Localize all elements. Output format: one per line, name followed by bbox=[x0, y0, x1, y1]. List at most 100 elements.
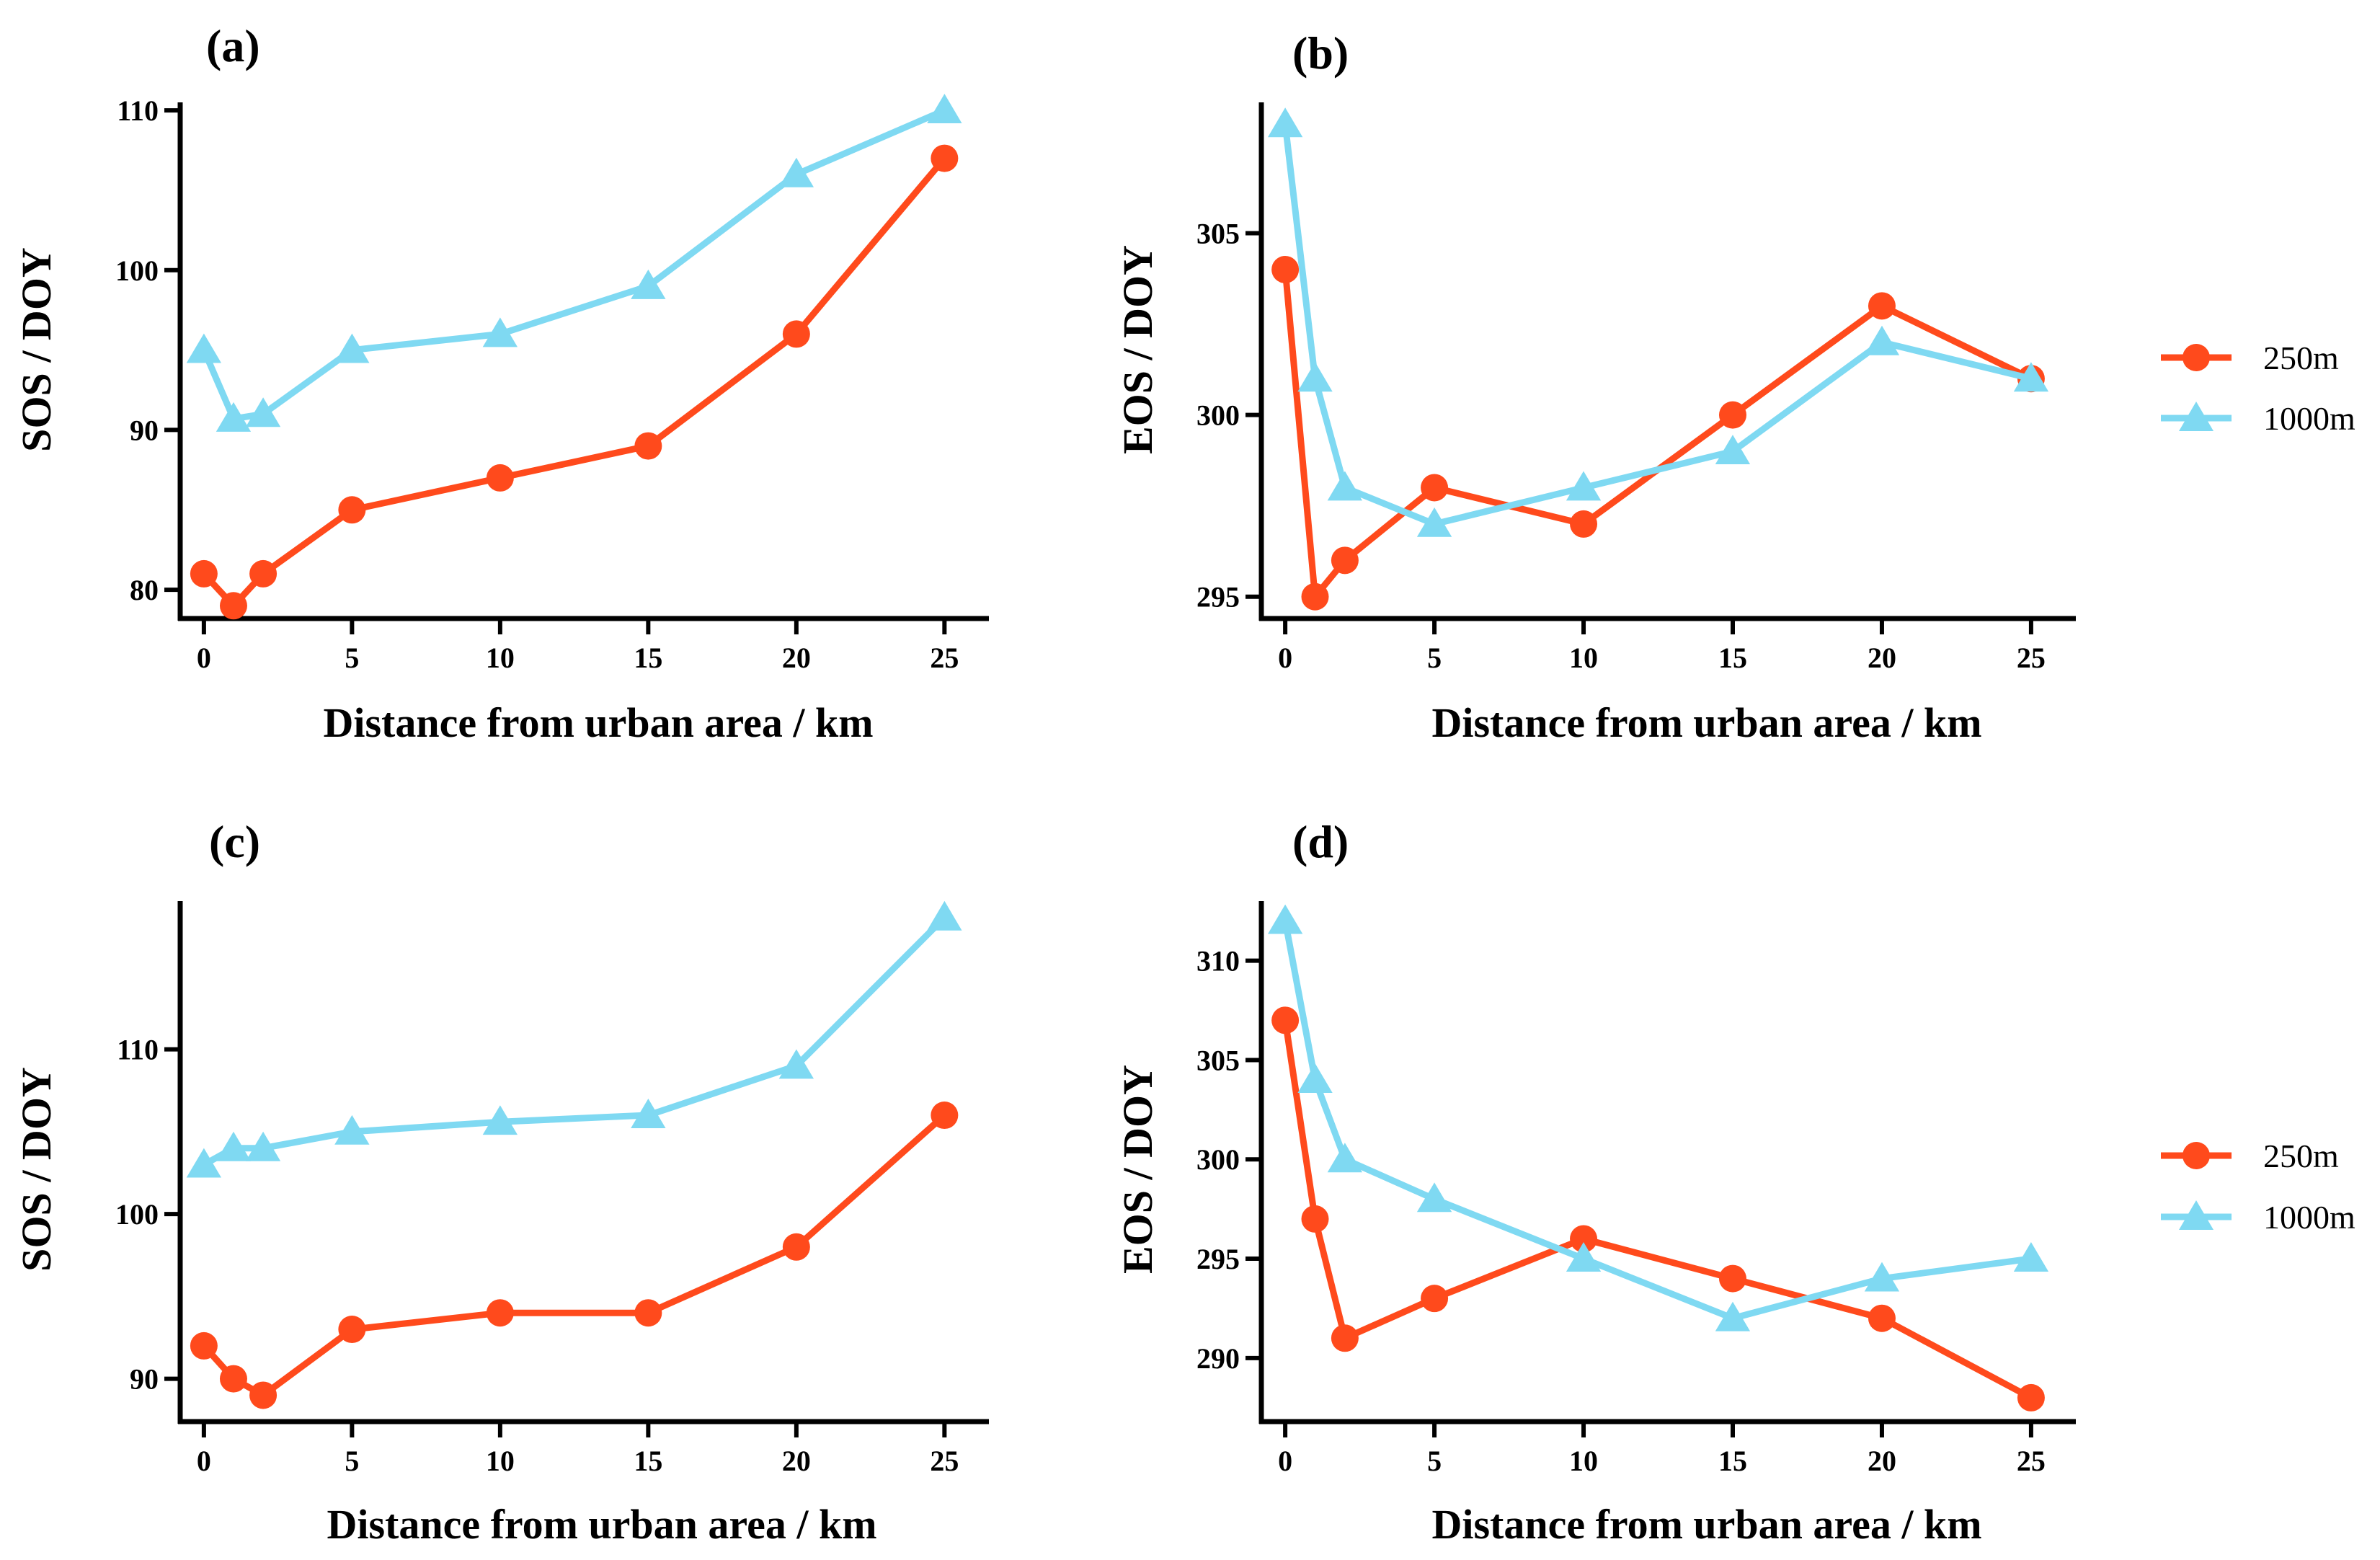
panel-c-x-title: Distance from urban area / km bbox=[327, 1501, 876, 1548]
panel-a-plot: 80 90 100 110 0 5 10 15 20 25 bbox=[115, 94, 989, 674]
panel-c-x-tick-label: 15 bbox=[634, 1445, 662, 1477]
panel-b-y-title: EOS / DOY bbox=[1114, 245, 1161, 454]
panel-c-x-tick-label: 20 bbox=[782, 1445, 811, 1477]
panel-a-x-tick-label: 5 bbox=[345, 642, 359, 674]
panel-d-point-1000m bbox=[1297, 1063, 1333, 1093]
panel-d-x-tick-label: 10 bbox=[1569, 1445, 1598, 1477]
panel-b-point-1000m bbox=[1327, 471, 1362, 501]
panel-a-y-title: SOS / DOY bbox=[13, 247, 60, 452]
panel-c-x-tick-label: 10 bbox=[486, 1445, 515, 1477]
legend-marker-1000m bbox=[2179, 402, 2214, 431]
panel-d-point-250m bbox=[1421, 1285, 1449, 1313]
panel-b-plot: 295 300 305 0 5 10 15 20 25 bbox=[1196, 102, 2076, 674]
panel-d-x-tick-label: 5 bbox=[1427, 1445, 1442, 1477]
panel-c-line-250m bbox=[201, 1112, 947, 1399]
panel-a-point-1000m bbox=[631, 269, 666, 299]
panel-d-y-tick-label: 310 bbox=[1196, 945, 1240, 978]
panel-d-point-1000m bbox=[1327, 1143, 1362, 1173]
legend-marker-250m bbox=[2183, 344, 2210, 371]
panel-d-point-1000m bbox=[1268, 904, 1303, 934]
panel-a-point-250m bbox=[249, 559, 277, 588]
panel-a-line-1000m bbox=[200, 107, 946, 422]
panel-d-point-250m bbox=[1868, 1304, 1896, 1332]
panel-d-x-tick-label: 25 bbox=[2017, 1445, 2046, 1477]
panel-c-point-250m bbox=[782, 1233, 810, 1261]
panel-a-point-1000m bbox=[778, 157, 814, 187]
panel-a-point-1000m bbox=[186, 333, 221, 363]
panel-b-point-1000m bbox=[1566, 471, 1602, 501]
panel-a-x-tick-label: 15 bbox=[634, 642, 662, 674]
panel-b-y-tick-label: 295 bbox=[1196, 581, 1240, 613]
panel-d: (d) EOS / DOY Distance from urban area /… bbox=[1114, 816, 2355, 1548]
panel-c-point-250m bbox=[219, 1365, 247, 1393]
panel-a-y-tick-label: 80 bbox=[130, 574, 159, 606]
panel-b-point-1000m bbox=[1297, 362, 1333, 392]
panel-a-y-tick-label: 100 bbox=[115, 254, 159, 287]
panel-b-x-tick-label: 25 bbox=[2017, 642, 2046, 674]
panel-b-point-250m bbox=[1331, 546, 1359, 575]
panel-c-line-1000m bbox=[202, 915, 947, 1168]
panel-a-point-250m bbox=[486, 464, 514, 492]
panel-a-point-250m bbox=[190, 559, 218, 588]
panel-b-legend: 250m 1000m bbox=[2161, 340, 2355, 437]
panel-c-y-tick-label: 100 bbox=[115, 1198, 159, 1231]
panel-c-x-tick-label: 5 bbox=[345, 1445, 359, 1477]
panel-b-point-250m bbox=[1421, 474, 1449, 502]
panel-a-point-250m bbox=[931, 144, 959, 172]
legend-label-1000m: 1000m bbox=[2263, 400, 2355, 437]
panel-a-point-250m bbox=[782, 320, 810, 348]
panel-b-point-250m bbox=[1868, 292, 1896, 320]
legend-label-1000m: 1000m bbox=[2263, 1199, 2355, 1236]
panel-b-point-250m bbox=[1570, 510, 1598, 538]
panel-a-point-1000m bbox=[334, 333, 370, 363]
panel-a-x-tick-label: 10 bbox=[486, 642, 515, 674]
panel-d-point-250m bbox=[1570, 1225, 1598, 1253]
panel-b-point-1000m bbox=[1268, 107, 1303, 138]
panel-b-x-tick-label: 0 bbox=[1278, 642, 1292, 674]
panel-a-point-1000m bbox=[245, 397, 281, 427]
panel-a-label: (a) bbox=[206, 20, 260, 71]
panel-a-point-250m bbox=[338, 496, 366, 524]
legend-marker-1000m bbox=[2179, 1200, 2214, 1230]
panel-a-point-250m bbox=[219, 592, 247, 620]
panel-a-x-tick-label: 0 bbox=[197, 642, 211, 674]
panel-c: (c) SOS / DOY Distance from urban area /… bbox=[13, 816, 989, 1548]
panel-c-point-1000m bbox=[186, 1148, 221, 1178]
panel-d-label: (d) bbox=[1292, 816, 1349, 867]
panel-b-line-250m bbox=[1282, 269, 2033, 600]
panel-b-line-1000m bbox=[1282, 123, 2032, 528]
panel-c-plot: 90 100 110 0 5 10 15 20 25 bbox=[115, 900, 989, 1477]
panel-d-legend: 250m 1000m bbox=[2161, 1138, 2355, 1236]
panel-c-y-title: SOS / DOY bbox=[13, 1067, 60, 1272]
panel-b-x-tick-label: 15 bbox=[1718, 642, 1747, 674]
panel-a-point-1000m bbox=[927, 94, 962, 123]
panel-b-x-tick-label: 20 bbox=[1868, 642, 1896, 674]
panel-c-y-tick-label: 90 bbox=[130, 1363, 159, 1396]
panel-a-x-tick-label: 25 bbox=[930, 642, 959, 674]
panel-b-y-tick-label: 300 bbox=[1196, 399, 1240, 432]
panel-d-point-250m bbox=[1718, 1264, 1746, 1293]
panel-c-point-1000m bbox=[482, 1105, 518, 1135]
legend-label-250m: 250m bbox=[2263, 1138, 2339, 1174]
panel-d-point-250m bbox=[1331, 1324, 1359, 1352]
panel-a: (a) SOS / DOY Distance from urban area /… bbox=[13, 20, 989, 746]
panel-c-point-1000m bbox=[334, 1114, 370, 1145]
panel-b-x-tick-label: 5 bbox=[1427, 642, 1442, 674]
panel-c-point-250m bbox=[634, 1299, 662, 1327]
panel-a-point-250m bbox=[634, 432, 662, 460]
panel-c-point-1000m bbox=[927, 900, 962, 931]
panel-d-x-tick-label: 0 bbox=[1278, 1445, 1292, 1477]
panel-b-point-250m bbox=[1718, 401, 1746, 429]
panel-c-point-250m bbox=[338, 1316, 366, 1344]
panel-b-point-250m bbox=[1301, 582, 1329, 611]
panel-d-point-1000m bbox=[1566, 1242, 1602, 1272]
legend-label-250m: 250m bbox=[2263, 340, 2339, 376]
panel-a-y-tick-label: 90 bbox=[130, 414, 159, 446]
panel-c-point-1000m bbox=[245, 1131, 281, 1161]
panel-c-point-1000m bbox=[216, 1131, 252, 1161]
panel-d-point-1000m bbox=[1864, 1262, 1900, 1292]
panel-b-point-1000m bbox=[1715, 435, 1751, 464]
panel-b-point-250m bbox=[1271, 255, 1300, 283]
legend-marker-250m bbox=[2183, 1142, 2210, 1169]
